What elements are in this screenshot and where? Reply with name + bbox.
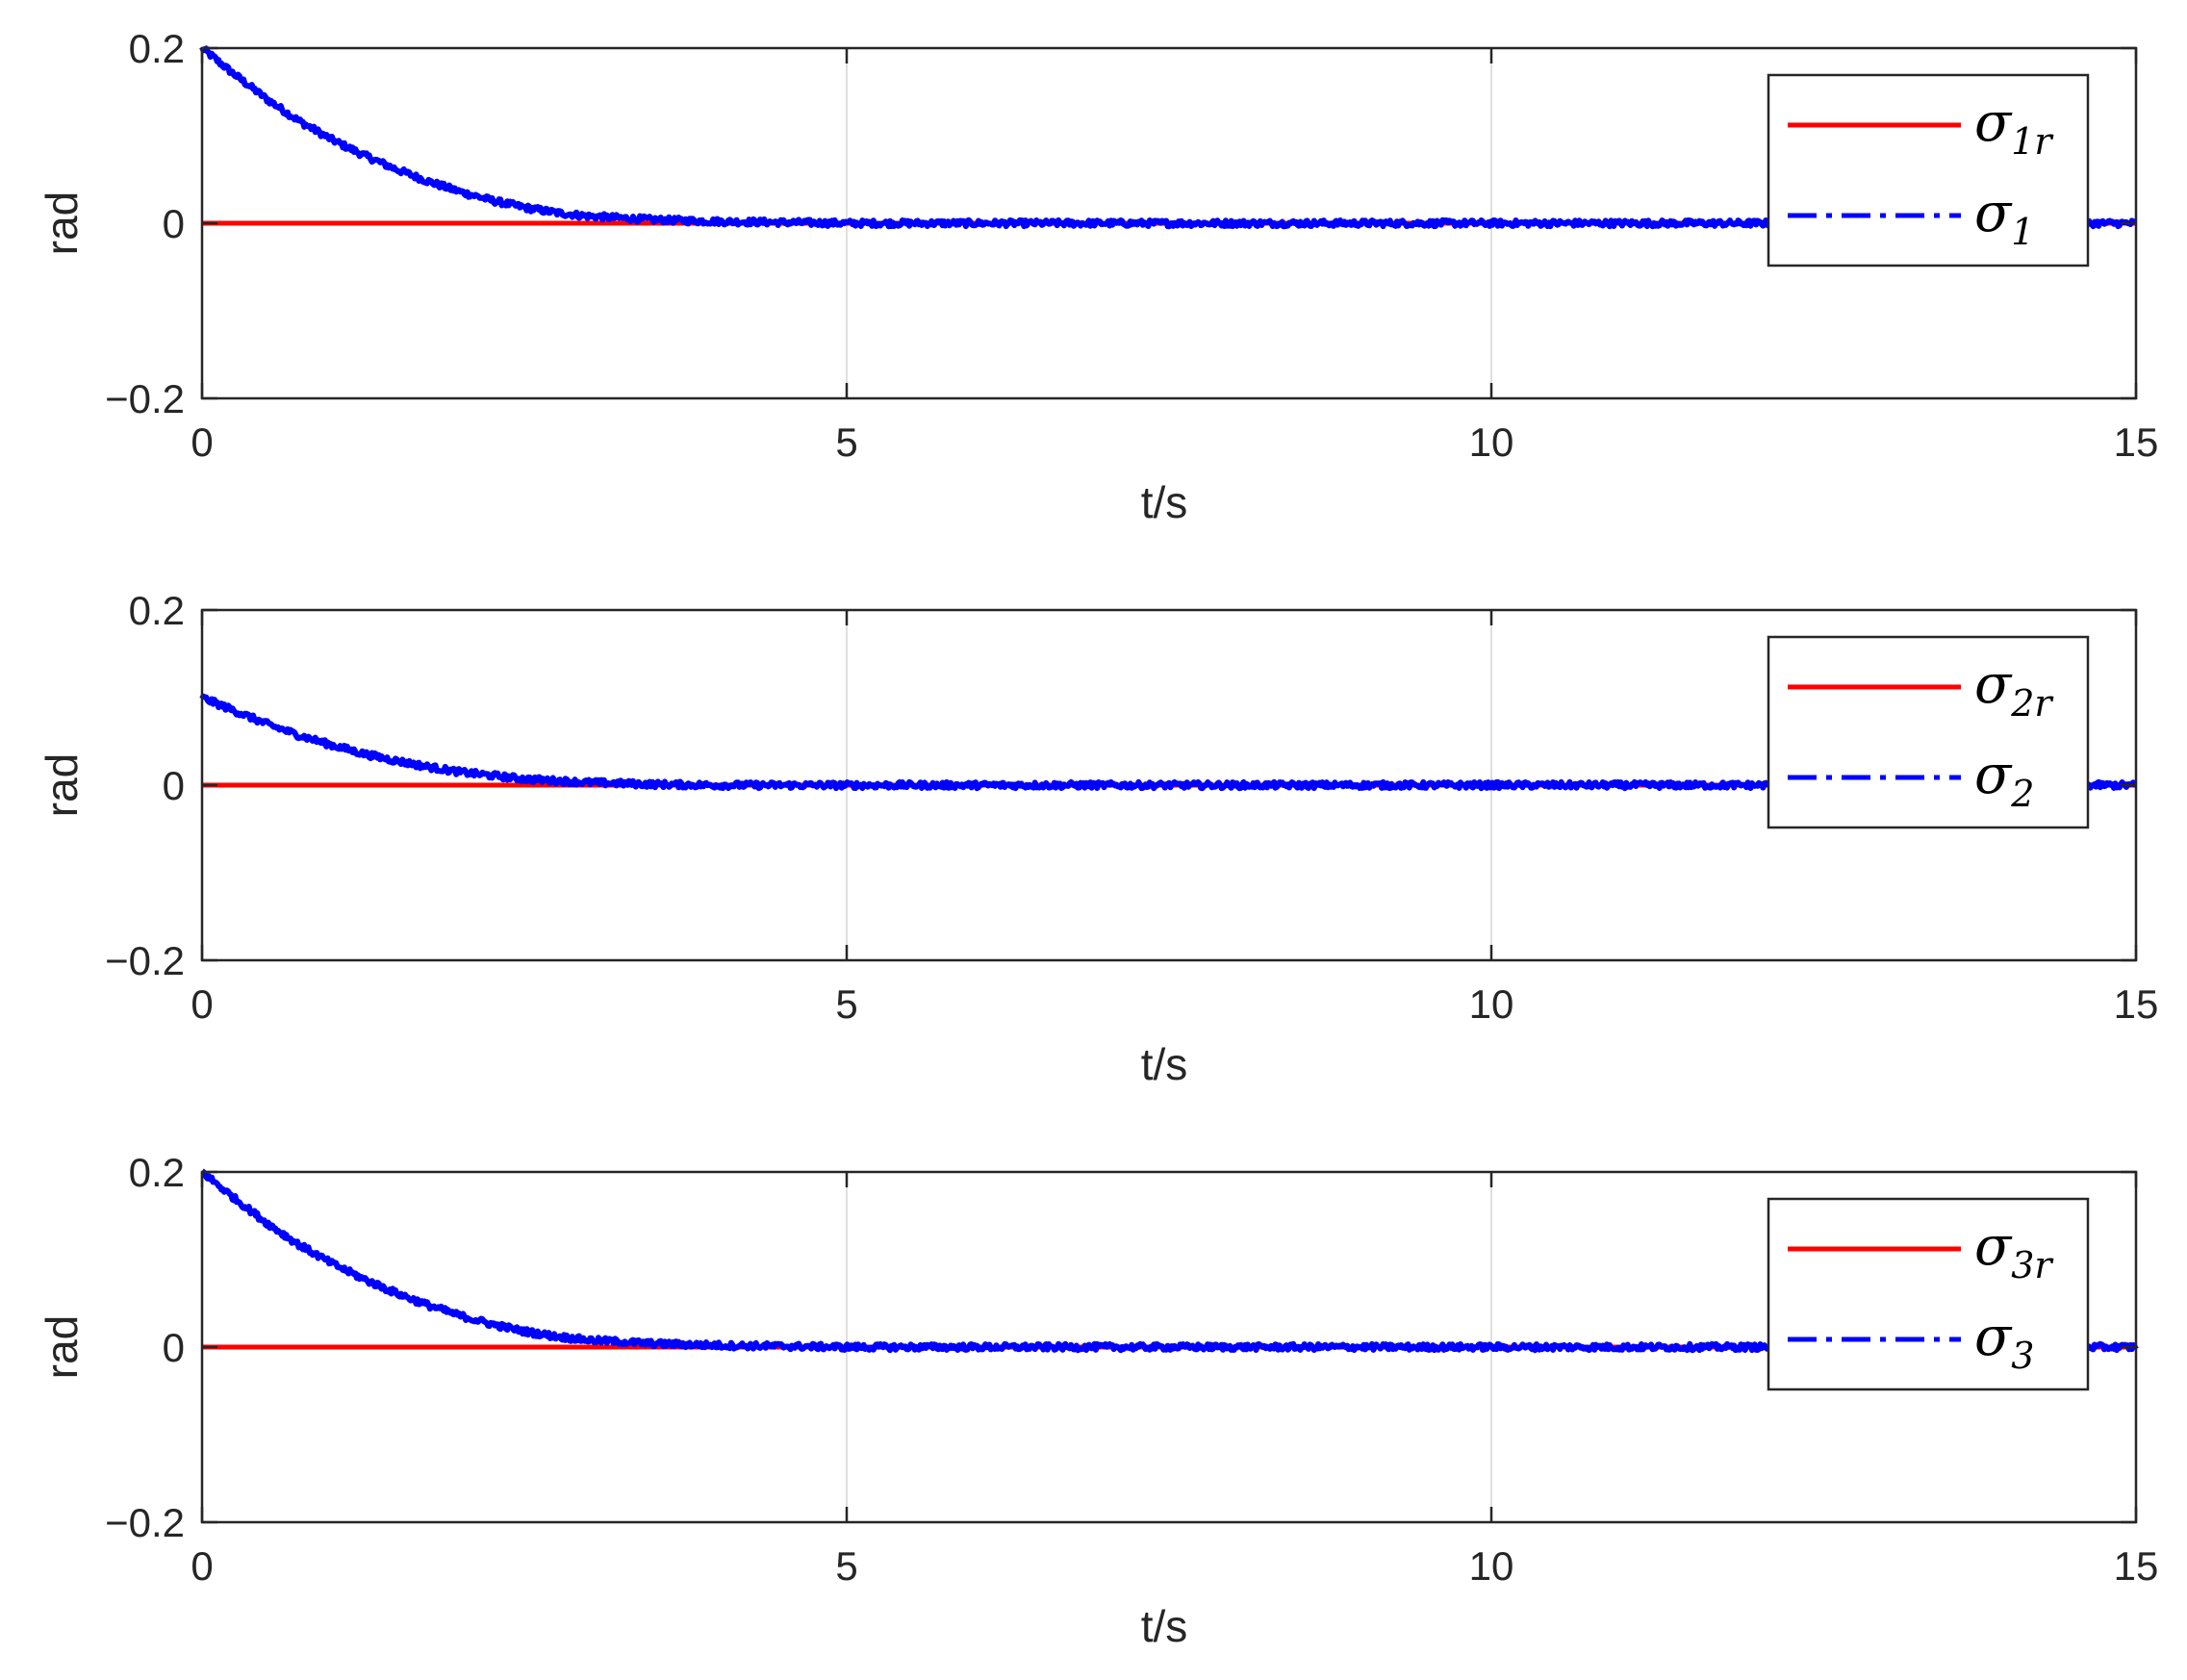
x-tick-label: 0 xyxy=(191,420,213,465)
y-axis-label: rad xyxy=(37,753,87,817)
y-tick-label: 0.2 xyxy=(129,588,185,633)
y-tick-label: 0 xyxy=(163,1325,185,1370)
y-tick-label: −0.2 xyxy=(105,376,185,421)
x-tick-label: 15 xyxy=(2114,1543,2159,1589)
x-tick-label: 10 xyxy=(1469,1543,1514,1589)
legend-label-σ2r: σ2r xyxy=(1974,653,2054,725)
x-axis-label: t/s xyxy=(1141,1039,1188,1089)
x-tick-label: 0 xyxy=(191,1543,213,1589)
y-axis-label: rad xyxy=(37,191,87,255)
legend-box xyxy=(1767,635,2090,829)
x-tick-label: 15 xyxy=(2114,981,2159,1027)
x-axis-label: t/s xyxy=(1141,1601,1188,1651)
x-tick-label: 5 xyxy=(835,981,857,1027)
y-tick-label: 0.2 xyxy=(129,1150,185,1195)
legend-label-σ1r: σ1r xyxy=(1974,91,2054,163)
x-tick-label: 5 xyxy=(835,1543,857,1589)
x-tick-label: 15 xyxy=(2114,420,2159,465)
x-tick-label: 5 xyxy=(835,420,857,465)
legend-label-σ3: σ3 xyxy=(1974,1306,2034,1377)
legend-label-σ2: σ2 xyxy=(1974,744,2034,815)
y-tick-label: 0 xyxy=(163,201,185,246)
y-tick-label: −0.2 xyxy=(105,938,185,983)
legend-label-σ3r: σ3r xyxy=(1974,1215,2054,1286)
x-tick-label: 0 xyxy=(191,981,213,1027)
x-axis-label: t/s xyxy=(1141,477,1188,527)
y-tick-label: 0.2 xyxy=(129,26,185,71)
x-tick-label: 10 xyxy=(1469,981,1514,1027)
y-tick-label: −0.2 xyxy=(105,1500,185,1545)
x-tick-label: 10 xyxy=(1469,420,1514,465)
y-tick-label: 0 xyxy=(163,763,185,808)
y-axis-label: rad xyxy=(37,1315,87,1379)
legend-label-σ1: σ1 xyxy=(1974,182,2034,253)
legend-box xyxy=(1767,73,2090,267)
legend-box xyxy=(1767,1197,2090,1391)
